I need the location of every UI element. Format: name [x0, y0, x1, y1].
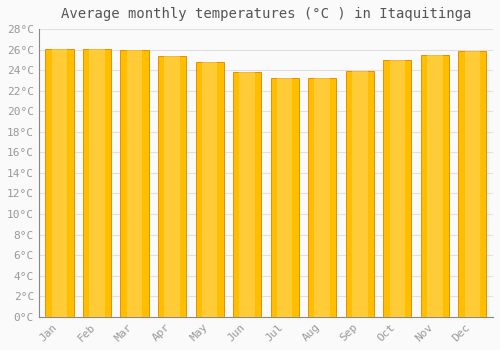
Bar [352, 71, 368, 317]
Bar [164, 56, 180, 317]
Bar [277, 78, 292, 317]
Bar [421, 55, 449, 317]
Bar [90, 49, 104, 317]
Bar [464, 51, 480, 317]
Bar [120, 50, 148, 317]
Bar [158, 56, 186, 317]
Bar [52, 49, 67, 317]
Bar [202, 62, 218, 317]
Bar [270, 78, 299, 317]
Bar [427, 55, 442, 317]
Bar [240, 72, 255, 317]
Bar [383, 60, 412, 317]
Bar [46, 49, 74, 317]
Bar [233, 72, 261, 317]
Bar [308, 78, 336, 317]
Bar [127, 50, 142, 317]
Title: Average monthly temperatures (°C ) in Itaquitinga: Average monthly temperatures (°C ) in It… [60, 7, 471, 21]
Bar [314, 78, 330, 317]
Bar [390, 60, 405, 317]
Bar [196, 62, 224, 317]
Bar [458, 51, 486, 317]
Bar [83, 49, 111, 317]
Bar [346, 71, 374, 317]
